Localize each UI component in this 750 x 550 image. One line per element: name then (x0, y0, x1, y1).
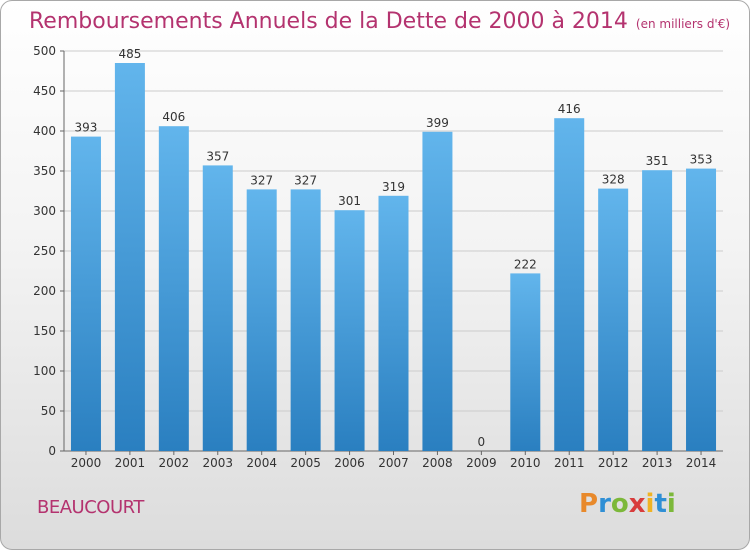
logo-letter: i (645, 489, 655, 519)
y-tick-label: 350 (33, 164, 56, 178)
bar (158, 126, 189, 451)
x-tick-label: 2006 (334, 456, 365, 470)
bar (378, 195, 409, 451)
y-tick-label: 50 (41, 404, 56, 418)
data-label: 327 (294, 173, 317, 187)
y-tick-label: 450 (33, 84, 56, 98)
x-tick-label: 2007 (378, 456, 409, 470)
x-tick-label: 2004 (246, 456, 277, 470)
y-tick-label: 150 (33, 324, 56, 338)
chart-title: Remboursements Annuels de la Dette de 20… (29, 9, 730, 34)
logo-letter: t (654, 489, 667, 519)
y-tick-label: 500 (33, 44, 56, 58)
proxiti-logo: Proxiti (579, 489, 676, 519)
data-label: 357 (206, 149, 229, 163)
x-tick-label: 2009 (466, 456, 497, 470)
bar (114, 63, 145, 451)
bar (202, 165, 233, 451)
data-label: 406 (162, 110, 185, 124)
data-label: 485 (118, 47, 141, 61)
logo-letter: P (579, 489, 599, 519)
logo-letter: o (610, 489, 629, 519)
y-tick-label: 400 (33, 124, 56, 138)
data-label: 222 (514, 257, 537, 271)
bar (510, 273, 541, 451)
y-tick-label: 100 (33, 364, 56, 378)
data-label: 319 (382, 180, 405, 194)
x-tick-label: 2008 (422, 456, 453, 470)
data-label: 416 (558, 102, 581, 116)
logo-letter: x (628, 489, 646, 519)
data-label: 351 (646, 154, 669, 168)
x-tick-label: 2002 (159, 456, 190, 470)
data-label: 399 (426, 116, 449, 130)
bar (246, 189, 277, 451)
data-label: 0 (478, 435, 486, 449)
bar (686, 168, 717, 451)
logo-letter: r (598, 489, 611, 519)
data-label: 353 (690, 153, 713, 167)
bar (334, 210, 365, 451)
bar (422, 131, 453, 452)
bar (290, 189, 321, 451)
x-tick-label: 2014 (686, 456, 717, 470)
x-tick-label: 2001 (115, 456, 146, 470)
y-tick-label: 250 (33, 244, 56, 258)
bar (70, 136, 101, 451)
y-tick-label: 300 (33, 204, 56, 218)
x-tick-label: 2011 (554, 456, 585, 470)
bar (554, 118, 585, 451)
unit-label: (en milliers d'€) (635, 17, 731, 31)
bar (598, 188, 629, 451)
data-label: 301 (338, 194, 361, 208)
bar (642, 170, 673, 451)
y-tick-label: 200 (33, 284, 56, 298)
logo-letter: i (666, 489, 676, 519)
y-tick-label: 0 (48, 444, 56, 458)
x-tick-label: 2010 (510, 456, 541, 470)
commune-name: BEAUCOURT (37, 497, 144, 518)
x-tick-label: 2003 (202, 456, 233, 470)
data-label: 327 (250, 173, 273, 187)
x-tick-label: 2005 (290, 456, 321, 470)
x-tick-label: 2012 (598, 456, 629, 470)
x-tick-label: 2000 (71, 456, 102, 470)
title-text: Remboursements Annuels de la Dette de 20… (29, 9, 628, 34)
data-label: 328 (602, 173, 625, 187)
x-tick-label: 2013 (642, 456, 673, 470)
data-label: 393 (75, 121, 98, 135)
